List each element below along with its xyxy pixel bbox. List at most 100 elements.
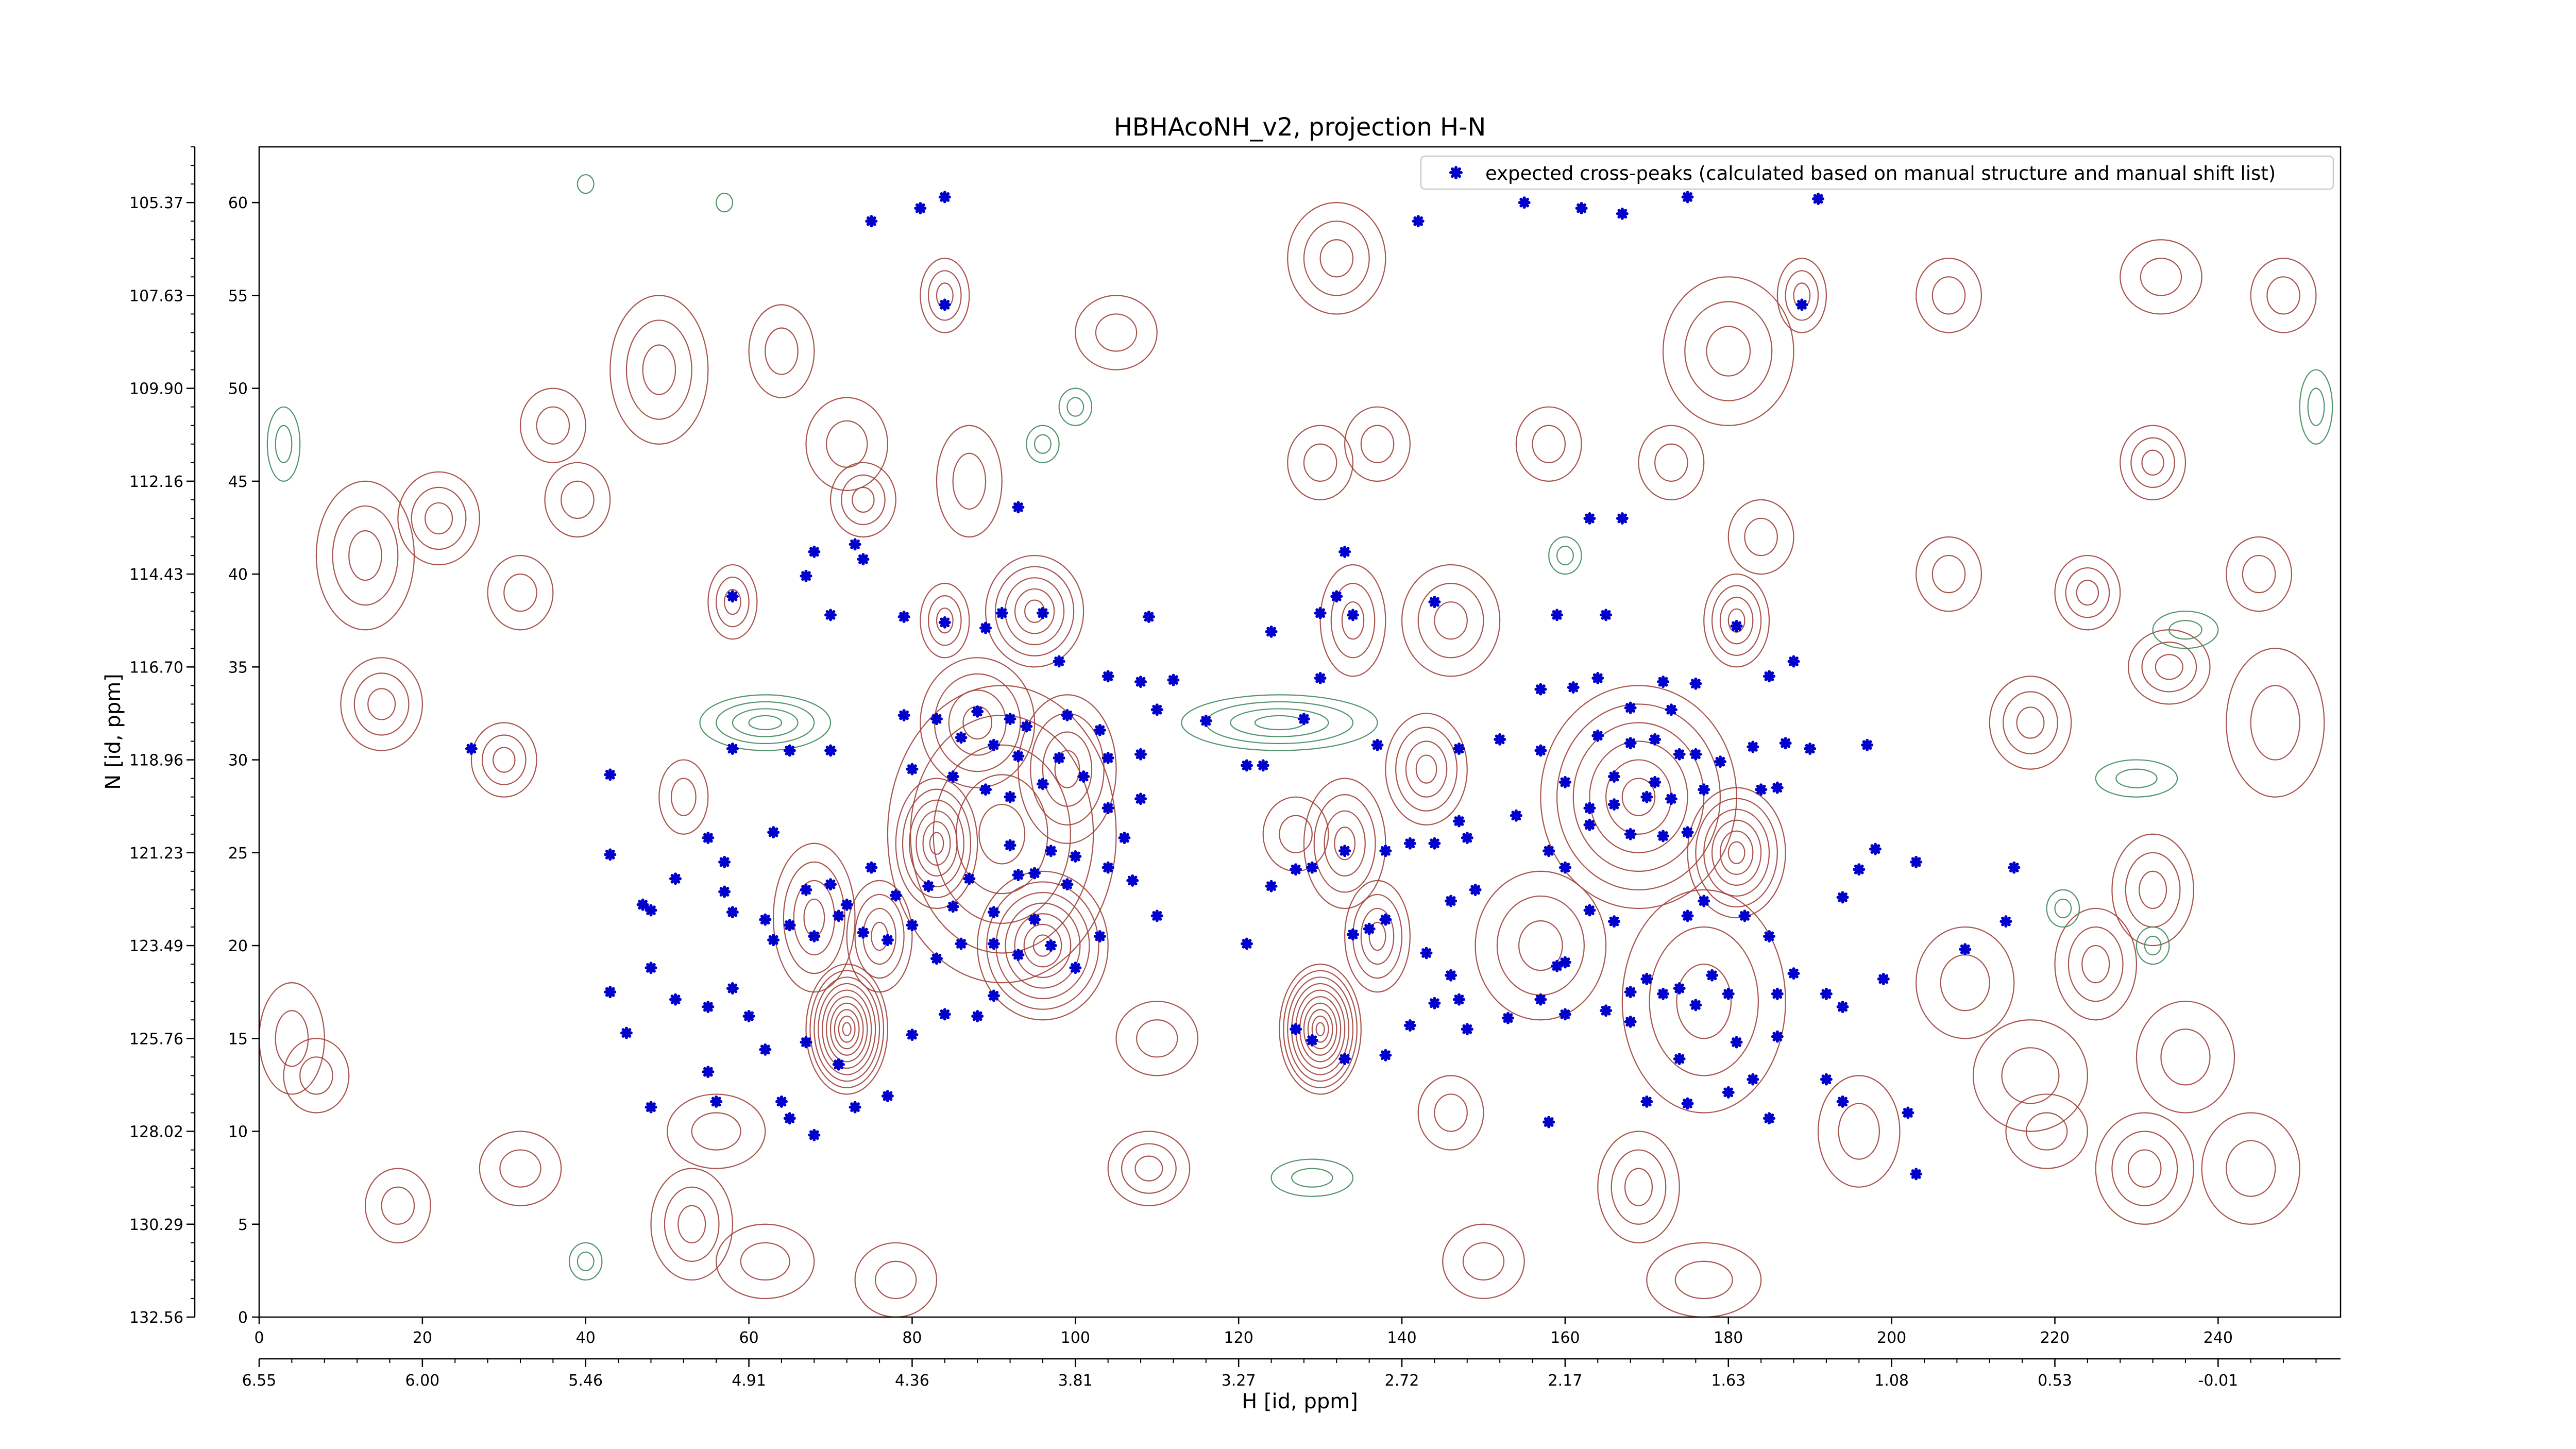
cross-peak-point bbox=[1510, 809, 1522, 822]
cross-peak-point-stroke bbox=[1560, 777, 1570, 787]
cross-peak-point bbox=[1689, 999, 1702, 1012]
cross-peak-point-stroke bbox=[1544, 846, 1554, 856]
cross-peak-point-stroke bbox=[1103, 671, 1113, 681]
cross-peak-point bbox=[1640, 790, 1653, 803]
cross-peak-point bbox=[987, 906, 1000, 919]
cross-peak-point bbox=[1004, 790, 1016, 803]
cross-peak-point-stroke bbox=[1454, 995, 1464, 1004]
cross-peak-point bbox=[604, 986, 617, 999]
cross-peak-point bbox=[808, 545, 821, 558]
cross-peak-point-stroke bbox=[850, 540, 860, 549]
cross-peak-point bbox=[1600, 1004, 1613, 1017]
cross-peak-point bbox=[1836, 891, 1849, 904]
positive-contour-ring bbox=[2250, 258, 2317, 333]
chart-title: HBHAcoNH_v2, projection H-N bbox=[1114, 113, 1486, 142]
positive-contour-ring bbox=[1916, 536, 1982, 612]
positive-contour-ring bbox=[854, 1242, 938, 1317]
cross-peak-point-stroke bbox=[1568, 682, 1579, 693]
cross-peak-point-stroke bbox=[1878, 974, 1889, 984]
x-tick-label: 80 bbox=[902, 1329, 922, 1347]
cross-peak-point-stroke bbox=[1511, 811, 1521, 821]
cross-peak-point bbox=[1624, 986, 1637, 999]
negative-contour-ring bbox=[568, 1242, 603, 1281]
negative-contour-ring bbox=[1270, 1158, 1354, 1197]
cross-peak-point bbox=[1999, 915, 2012, 928]
cross-peak-point bbox=[1012, 750, 1025, 763]
cross-peak-point-stroke bbox=[1560, 957, 1570, 967]
cross-peak-point bbox=[832, 909, 845, 922]
cross-peak-point-stroke bbox=[1038, 779, 1048, 789]
positive-contour-ring bbox=[920, 657, 1036, 788]
cross-peak-point bbox=[726, 982, 739, 995]
positive-contour-ring bbox=[2120, 425, 2187, 501]
y-tick-label: 30 bbox=[228, 752, 248, 770]
positive-contour-ring bbox=[1540, 685, 1737, 909]
cross-peak-point-stroke bbox=[1315, 608, 1325, 618]
cross-peak-point bbox=[2008, 861, 2021, 874]
cross-peak-point bbox=[1338, 1052, 1351, 1065]
positive-contour-ring bbox=[1334, 827, 1356, 861]
cross-peak-point-stroke bbox=[1005, 714, 1015, 724]
cross-peak-point bbox=[800, 569, 812, 582]
cross-peak-point-stroke bbox=[703, 1067, 713, 1077]
y-ppm-label: 105.37 bbox=[129, 194, 183, 212]
cross-peak-point-stroke bbox=[1430, 838, 1439, 849]
cross-peak-point-stroke bbox=[646, 963, 656, 973]
cross-peak-point bbox=[1836, 1095, 1849, 1108]
positive-contour-ring bbox=[353, 672, 410, 736]
cross-peak-point bbox=[1534, 993, 1547, 1006]
negative-contour-ring bbox=[1556, 545, 1574, 566]
cross-peak-point bbox=[1290, 1023, 1302, 1036]
y-tick-label: 15 bbox=[228, 1030, 248, 1048]
positive-contour-ring bbox=[1674, 1260, 1733, 1300]
cross-peak-point-stroke bbox=[1683, 192, 1692, 202]
cross-peak-point-stroke bbox=[1641, 792, 1652, 802]
cross-peak-point bbox=[726, 906, 739, 919]
cross-peak-point bbox=[1649, 776, 1662, 788]
positive-contour-ring bbox=[2111, 1131, 2178, 1206]
cross-peak-point bbox=[1689, 677, 1702, 690]
positive-contour-ring bbox=[1776, 258, 1827, 333]
negative-contour-ring bbox=[1066, 397, 1084, 417]
cross-peak-point bbox=[1877, 972, 1890, 985]
x-ppm-label: 6.55 bbox=[242, 1372, 277, 1390]
cross-peak-point bbox=[1853, 863, 1866, 876]
cross-peak-point bbox=[938, 616, 951, 629]
cross-peak-point bbox=[775, 1095, 788, 1108]
cross-peak-point-stroke bbox=[621, 1028, 632, 1038]
y-ppm-label: 123.49 bbox=[129, 937, 183, 955]
legend-marker-icon bbox=[1449, 166, 1463, 179]
positive-contour-ring bbox=[994, 566, 1075, 656]
cross-peak-point-stroke bbox=[834, 911, 844, 921]
cross-peak-point bbox=[1771, 781, 1784, 794]
cross-peak-point bbox=[1551, 609, 1564, 621]
negative-contour-ring bbox=[716, 193, 734, 213]
positive-contour-ring bbox=[1475, 870, 1607, 1021]
positive-contour-ring bbox=[1662, 276, 1794, 426]
positive-contour-ring bbox=[2226, 648, 2325, 798]
cross-peak-point bbox=[800, 883, 812, 896]
cross-peak-point-stroke bbox=[891, 890, 901, 901]
cross-peak-point-stroke bbox=[1683, 827, 1692, 837]
y-tick-label: 40 bbox=[228, 566, 248, 584]
x-ppm-label: 2.17 bbox=[1548, 1372, 1583, 1390]
positive-contour-ring bbox=[1703, 808, 1770, 897]
cross-peak-point-stroke bbox=[1340, 846, 1350, 856]
positive-contour-ring bbox=[928, 595, 962, 646]
cross-peak-point bbox=[906, 919, 919, 932]
cross-peak-point bbox=[620, 1026, 633, 1039]
cross-peak-point bbox=[1624, 828, 1637, 840]
cross-peak-point-stroke bbox=[1911, 857, 1921, 867]
positive-contour-ring bbox=[487, 554, 554, 631]
cross-peak-point-stroke bbox=[1266, 881, 1276, 891]
cross-peak-point bbox=[767, 826, 780, 839]
y-tick-label: 55 bbox=[228, 287, 248, 305]
cross-peak-point-stroke bbox=[1095, 725, 1105, 735]
cross-peak-point-stroke bbox=[1136, 677, 1146, 687]
positive-contour-ring bbox=[875, 1260, 917, 1300]
positive-contour-ring bbox=[1360, 425, 1395, 463]
cross-peak-point bbox=[1624, 737, 1637, 750]
y-ppm-label: 128.02 bbox=[129, 1123, 183, 1141]
cross-peak-point bbox=[1020, 720, 1033, 733]
cross-peak-point bbox=[1820, 1073, 1833, 1086]
